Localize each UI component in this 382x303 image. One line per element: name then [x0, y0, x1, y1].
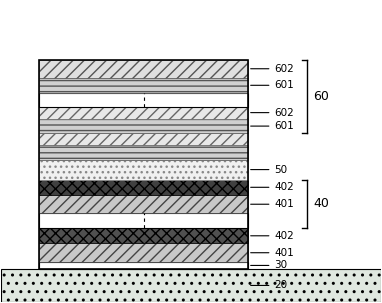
Text: 60: 60: [314, 90, 329, 103]
Text: 601: 601: [251, 80, 294, 90]
Text: 602: 602: [251, 108, 294, 118]
Bar: [39, 93, 248, 107]
Bar: [39, 228, 248, 244]
Bar: [39, 133, 248, 145]
Bar: [39, 262, 248, 269]
Text: 401: 401: [251, 199, 294, 209]
Bar: [39, 119, 248, 133]
Bar: [2, 269, 380, 301]
Bar: [39, 78, 248, 93]
Bar: [39, 145, 248, 160]
Bar: [39, 59, 248, 78]
Text: 20: 20: [251, 281, 288, 291]
Text: 40: 40: [314, 197, 329, 210]
Bar: [39, 180, 248, 195]
Text: 402: 402: [251, 231, 294, 241]
Text: 602: 602: [251, 64, 294, 74]
Bar: [39, 195, 248, 214]
Bar: [39, 244, 248, 262]
Bar: [39, 160, 248, 180]
Text: 402: 402: [251, 182, 294, 192]
Bar: [39, 107, 248, 119]
Text: 601: 601: [251, 121, 294, 131]
Text: 50: 50: [251, 165, 288, 175]
Text: 401: 401: [251, 248, 294, 258]
Bar: [39, 59, 248, 269]
Bar: [39, 214, 248, 228]
Text: 30: 30: [251, 261, 288, 271]
